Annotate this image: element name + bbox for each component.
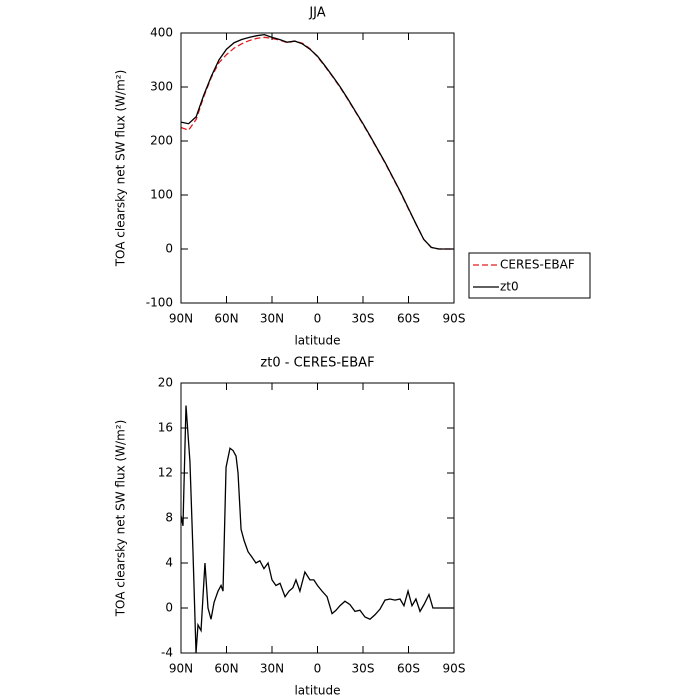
- y-tick-label: 8: [165, 511, 173, 525]
- x-axis-label: latitude: [294, 334, 340, 348]
- legend-label: CERES-EBAF: [500, 258, 575, 272]
- y-tick-label: 4: [165, 556, 173, 570]
- y-axis-label: TOA clearsky net SW flux (W/m²): [114, 70, 128, 268]
- y-tick-label: 200: [150, 134, 173, 148]
- x-tick-label: 90N: [169, 662, 193, 676]
- x-tick-label: 30N: [260, 662, 284, 676]
- chart-title: zt0 - CERES-EBAF: [260, 356, 374, 371]
- x-tick-label: 60N: [214, 662, 238, 676]
- x-tick-label: 60S: [397, 312, 420, 326]
- y-tick-label: 0: [165, 242, 173, 256]
- y-tick-label: 16: [158, 421, 173, 435]
- plot-frame: [180, 32, 455, 304]
- x-tick-label: 0: [314, 662, 322, 676]
- y-tick-label: 300: [150, 80, 173, 94]
- legend-box: [468, 252, 591, 299]
- y-tick-label: 0: [165, 601, 173, 615]
- x-tick-label: 30N: [260, 312, 284, 326]
- x-tick-label: 90S: [443, 662, 466, 676]
- data-line: [180, 33, 454, 250]
- x-tick-label: 0: [314, 312, 322, 326]
- data-line: [180, 405, 454, 654]
- x-tick-label: 60S: [397, 662, 420, 676]
- x-tick-label: 90S: [443, 312, 466, 326]
- y-axis-label: TOA clearsky net SW flux (W/m²): [114, 420, 128, 618]
- y-tick-label: 12: [158, 466, 173, 480]
- y-tick-label: -100: [146, 296, 173, 310]
- y-tick-label: 20: [158, 376, 173, 390]
- plot-frame: [180, 382, 455, 654]
- chart-title: JJA: [308, 6, 325, 21]
- y-tick-label: -4: [161, 646, 173, 660]
- legend-label: zt0: [500, 280, 519, 294]
- y-tick-label: 100: [150, 188, 173, 202]
- x-tick-label: 60N: [214, 312, 238, 326]
- x-axis-label: latitude: [294, 684, 340, 698]
- y-tick-label: 400: [150, 26, 173, 40]
- x-tick-label: 90N: [169, 312, 193, 326]
- x-tick-label: 30S: [352, 662, 375, 676]
- x-tick-label: 30S: [352, 312, 375, 326]
